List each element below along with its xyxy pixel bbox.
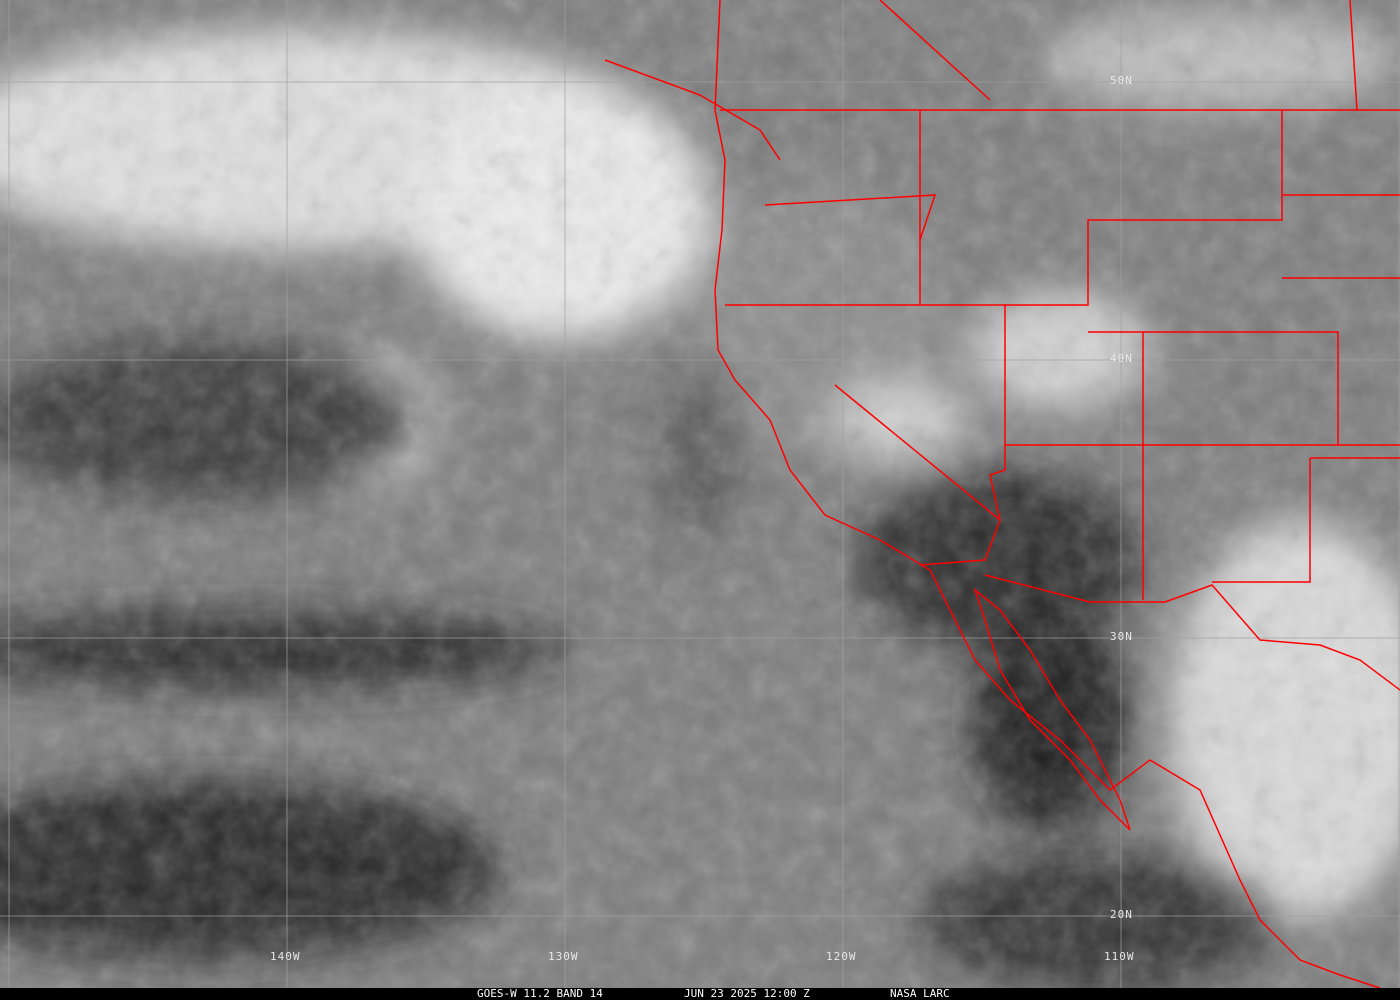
lat-label-40n: 40N xyxy=(1110,352,1133,365)
lat-label-50n: 50N xyxy=(1110,74,1133,87)
source-label: NASA LARC xyxy=(890,987,950,1000)
lon-label-140w: 140W xyxy=(270,950,301,963)
political-borders xyxy=(604,0,1400,988)
lon-label-130w: 130W xyxy=(548,950,579,963)
satellite-band-label: GOES-W 11.2 BAND 14 xyxy=(477,987,603,1000)
lat-label-20n: 20N xyxy=(1110,908,1133,921)
lon-label-110w: 110W xyxy=(1104,950,1135,963)
caption-bar: GOES-W 11.2 BAND 14 JUN 23 2025 12:00 Z … xyxy=(0,988,1400,1000)
lon-label-120w: 120W xyxy=(826,950,857,963)
lat-label-30n: 30N xyxy=(1110,630,1133,643)
datetime-label: JUN 23 2025 12:00 Z xyxy=(684,987,810,1000)
